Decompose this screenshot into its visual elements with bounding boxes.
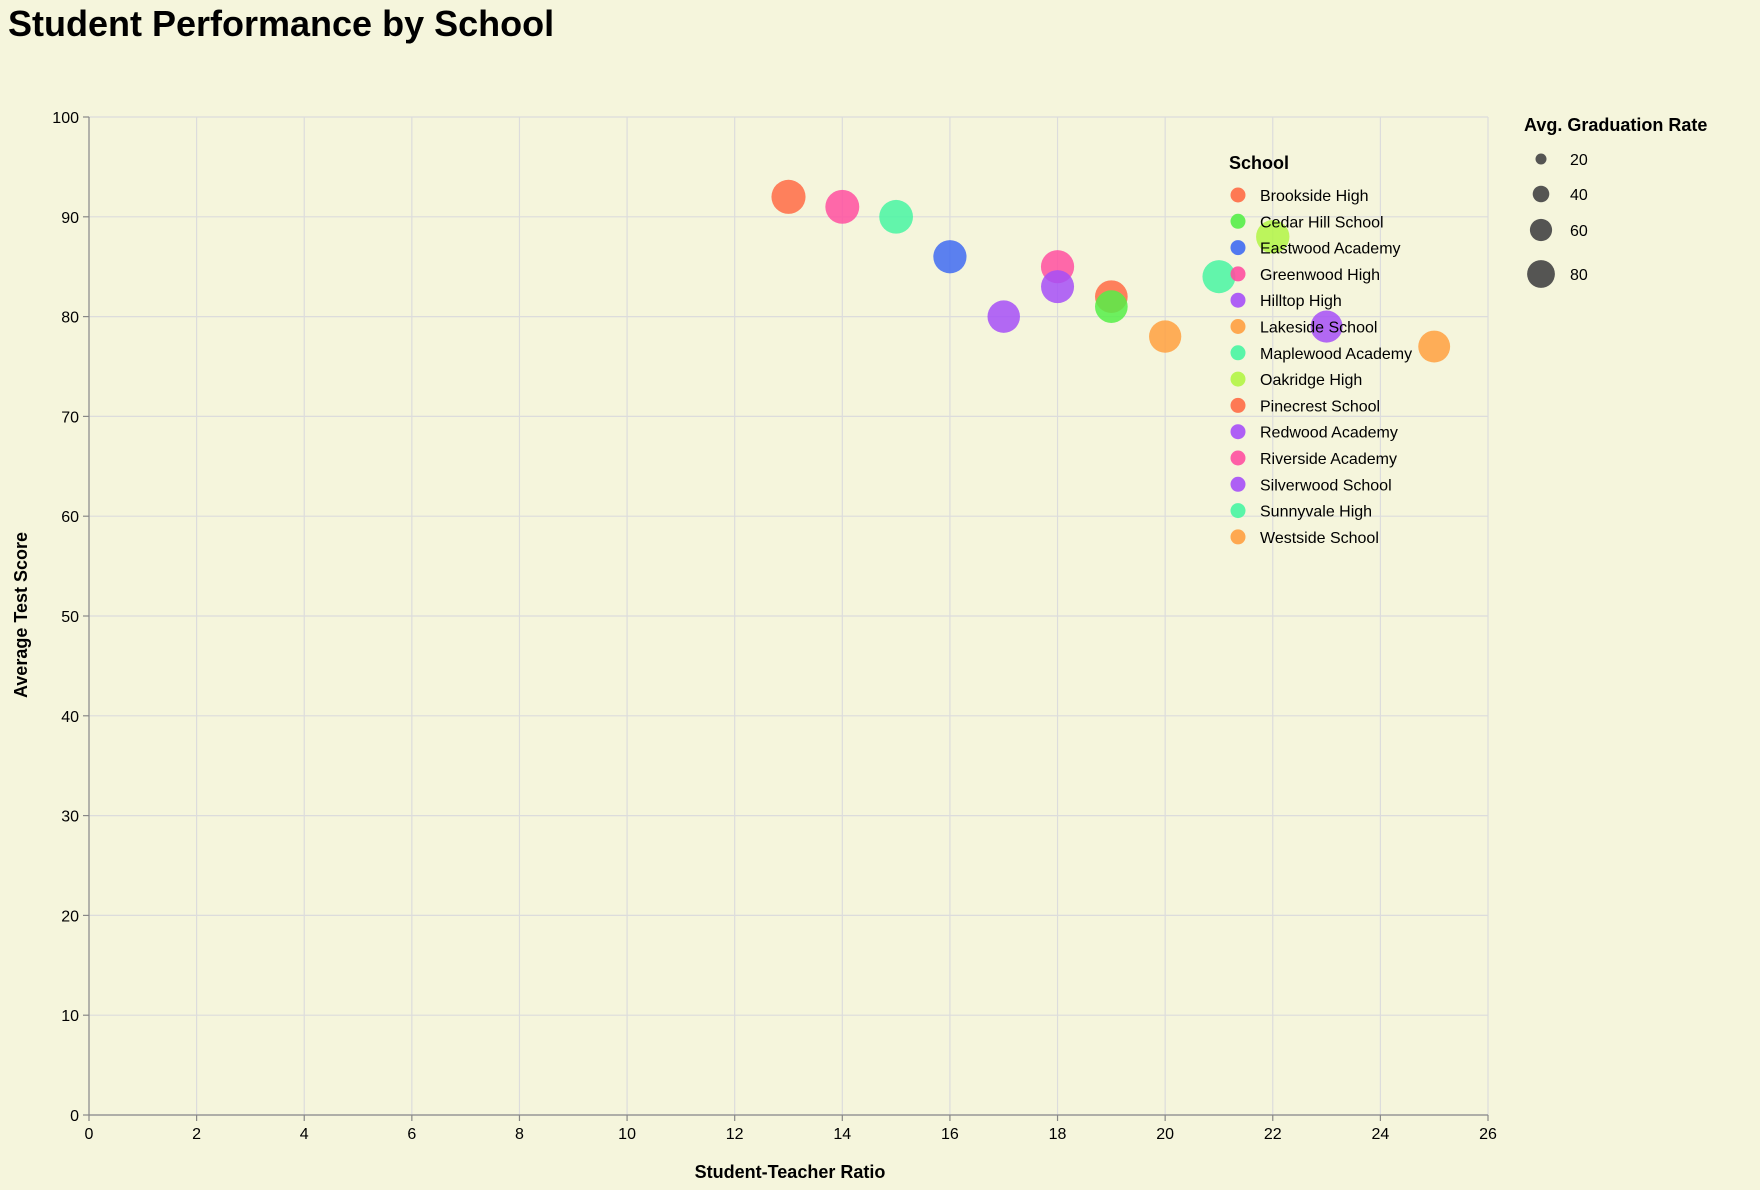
x-tick-label: 12 [726, 1126, 744, 1143]
size-legend-symbol [1527, 260, 1555, 288]
size-legend-label: 40 [1570, 187, 1588, 204]
y-axis-title: Average Test Score [11, 532, 31, 698]
legend-label: Hilltop High [1260, 293, 1342, 310]
legend-label: Eastwood Academy [1260, 241, 1401, 258]
color-legend: School Brookside High Cedar Hill School Ea… [1229, 153, 1412, 547]
legend-label: Greenwood High [1260, 267, 1380, 284]
size-legend: Avg. Graduation Rate 20 40 60 80 [1524, 115, 1707, 288]
data-point [933, 240, 967, 274]
legend-swatch [1230, 319, 1246, 334]
legend-label: Maplewood Academy [1260, 346, 1412, 363]
x-tick-label: 14 [833, 1126, 851, 1143]
legend-swatch [1230, 292, 1246, 308]
legend-label: Pinecrest School [1260, 398, 1380, 415]
size-legend-label: 80 [1570, 267, 1588, 284]
x-tick-label: 16 [941, 1126, 959, 1143]
y-tick-label: 30 [61, 809, 79, 826]
legend-swatch [1230, 424, 1246, 440]
x-tick-label: 26 [1479, 1126, 1497, 1143]
data-point [1149, 320, 1182, 353]
x-tick-label: 8 [515, 1126, 524, 1143]
legend-swatch [1230, 397, 1246, 413]
x-tick-label: 10 [618, 1126, 636, 1143]
size-legend-symbol [1535, 153, 1547, 165]
y-tick-label: 80 [61, 310, 79, 327]
data-point [879, 199, 913, 234]
legend-swatch [1230, 187, 1246, 203]
legend-swatch [1230, 266, 1246, 282]
legend-label: Riverside Academy [1260, 451, 1397, 468]
legend-label: Lakeside School [1260, 320, 1377, 337]
chart-title: Student Performance by School [8, 3, 554, 44]
x-tick-label: 6 [407, 1126, 416, 1143]
size-legend-label: 20 [1570, 152, 1588, 169]
legend-swatch [1230, 450, 1246, 466]
data-point [1202, 260, 1236, 294]
x-tick-label: 20 [1156, 1126, 1174, 1143]
y-tick-label: 10 [61, 1008, 79, 1025]
data-points [771, 179, 1451, 363]
legend-swatch [1230, 213, 1246, 229]
legend-swatch [1230, 503, 1246, 519]
y-tick-label: 60 [61, 509, 79, 526]
legend-label: Silverwood School [1260, 477, 1392, 494]
y-tick-label: 20 [61, 908, 79, 925]
data-point [1418, 330, 1451, 363]
y-tick-label: 40 [61, 709, 79, 726]
legend-swatch [1230, 240, 1246, 256]
size-legend-title: Avg. Graduation Rate [1524, 115, 1707, 135]
data-point [1310, 310, 1343, 343]
data-point [987, 300, 1020, 333]
legend-swatch [1230, 345, 1246, 361]
x-tick-label: 4 [300, 1126, 309, 1143]
legend-label: Sunnyvale High [1260, 504, 1372, 521]
size-legend-symbol [1532, 185, 1550, 203]
size-legend-label: 60 [1570, 223, 1588, 240]
grid [88, 116, 1489, 1116]
data-point [825, 189, 860, 224]
color-legend-title: School [1229, 153, 1289, 173]
y-tick-label: 50 [61, 609, 79, 626]
data-point [771, 179, 806, 214]
x-tick-label: 2 [192, 1126, 201, 1143]
legend-label: Oakridge High [1260, 372, 1362, 389]
x-tick-label: 18 [1049, 1126, 1067, 1143]
axes: 0 2 4 6 8 10 12 14 16 18 20 22 24 2601020304050607080… [52, 110, 1497, 1143]
y-tick-label: 0 [70, 1108, 79, 1125]
legend-label: Westside School [1260, 530, 1379, 547]
legend-swatch [1230, 371, 1246, 387]
x-axis-title: Student-Teacher Ratio [695, 1162, 886, 1182]
legend-swatch [1230, 529, 1246, 545]
x-tick-label: 0 [85, 1126, 94, 1143]
data-point [1041, 270, 1075, 304]
legend-label: Cedar Hill School [1260, 214, 1384, 231]
data-point [1095, 290, 1128, 323]
legend-swatch [1230, 476, 1246, 492]
y-tick-label: 70 [61, 409, 79, 426]
data-point [1256, 220, 1290, 254]
y-tick-label: 100 [52, 110, 79, 127]
legend-label: Redwood Academy [1260, 425, 1398, 442]
x-tick-label: 24 [1371, 1126, 1389, 1143]
x-tick-label: 22 [1264, 1126, 1282, 1143]
size-legend-symbol [1529, 218, 1553, 242]
y-tick-label: 90 [61, 210, 79, 227]
legend-label: Brookside High [1260, 188, 1369, 205]
